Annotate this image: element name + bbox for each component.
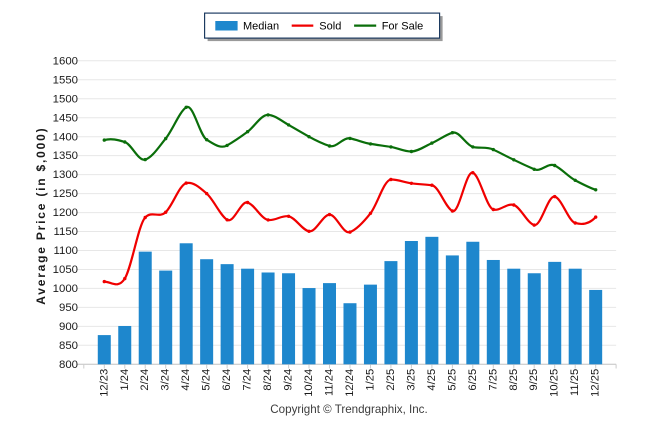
- svg-text:10/25: 10/25: [549, 369, 561, 397]
- svg-text:Copyright © Trendgraphix, Inc.: Copyright © Trendgraphix, Inc.: [270, 403, 427, 416]
- svg-text:1450: 1450: [53, 112, 78, 124]
- svg-text:1200: 1200: [53, 207, 78, 219]
- svg-text:Average Price (in $,000): Average Price (in $,000): [34, 127, 48, 305]
- svg-text:5/24: 5/24: [201, 369, 213, 391]
- svg-text:2/24: 2/24: [139, 369, 151, 391]
- svg-text:7/24: 7/24: [242, 369, 254, 391]
- svg-text:12/23: 12/23: [98, 369, 110, 397]
- svg-text:1600: 1600: [53, 55, 78, 67]
- svg-text:4/25: 4/25: [426, 369, 438, 391]
- svg-text:7/25: 7/25: [487, 369, 499, 391]
- svg-text:1500: 1500: [53, 93, 78, 105]
- svg-text:3/24: 3/24: [160, 369, 172, 391]
- svg-text:10/24: 10/24: [303, 369, 315, 397]
- svg-text:950: 950: [59, 302, 78, 314]
- svg-text:800: 800: [59, 359, 78, 371]
- svg-text:1/25: 1/25: [365, 369, 377, 391]
- svg-text:1250: 1250: [53, 188, 78, 200]
- svg-text:8/25: 8/25: [508, 369, 520, 391]
- svg-text:1000: 1000: [53, 283, 78, 295]
- svg-text:1/24: 1/24: [119, 369, 131, 391]
- svg-text:850: 850: [59, 340, 78, 352]
- svg-text:2/25: 2/25: [385, 369, 397, 391]
- svg-text:11/24: 11/24: [324, 369, 336, 396]
- svg-text:1300: 1300: [53, 169, 78, 181]
- svg-text:12/24: 12/24: [344, 369, 356, 397]
- svg-text:For Sale: For Sale: [382, 21, 424, 33]
- svg-text:8/24: 8/24: [262, 369, 274, 391]
- svg-text:12/25: 12/25: [590, 369, 602, 397]
- svg-text:5/25: 5/25: [446, 369, 458, 391]
- svg-text:3/25: 3/25: [405, 369, 417, 391]
- svg-text:Sold: Sold: [319, 21, 341, 33]
- svg-text:Median: Median: [243, 21, 279, 33]
- svg-text:4/24: 4/24: [180, 369, 192, 391]
- svg-text:1100: 1100: [54, 245, 79, 257]
- svg-text:1150: 1150: [54, 226, 79, 238]
- svg-text:6/24: 6/24: [221, 369, 233, 391]
- svg-text:1400: 1400: [53, 131, 78, 143]
- svg-text:6/25: 6/25: [467, 369, 479, 391]
- svg-text:9/25: 9/25: [528, 369, 540, 391]
- svg-text:900: 900: [59, 321, 78, 333]
- svg-text:11/25: 11/25: [569, 369, 581, 396]
- svg-text:9/24: 9/24: [283, 369, 295, 391]
- svg-text:1550: 1550: [53, 74, 78, 86]
- svg-text:1350: 1350: [53, 150, 78, 162]
- svg-text:1050: 1050: [53, 264, 78, 276]
